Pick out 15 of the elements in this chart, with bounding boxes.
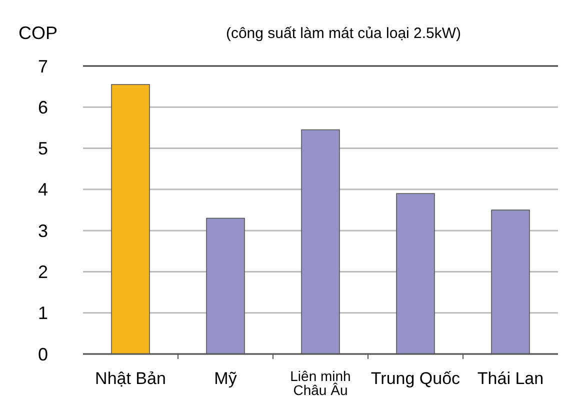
x-tick-label: Thái Lan [477, 369, 544, 388]
x-tick-label: Liên minh Châu Âu [290, 368, 351, 398]
y-tick-label: 4 [38, 180, 48, 200]
y-tick-label: 7 [38, 56, 48, 76]
y-tick-label: 3 [38, 220, 48, 241]
x-tick-label: Nhật Bản [95, 369, 166, 388]
y-tick-label: 1 [38, 303, 48, 324]
y-tick-label: 6 [38, 97, 48, 118]
y-axis-title: COP [18, 23, 58, 43]
x-tick-label: Mỹ [214, 369, 238, 388]
x-tick-label: Trung Quốc [370, 369, 461, 388]
y-tick-label: 5 [38, 138, 48, 159]
y-tick-label: 0 [38, 344, 48, 364]
y-tick-label: 2 [38, 262, 48, 282]
chart-title: (công suất làm mát của loại 2.5kW) [226, 25, 462, 42]
